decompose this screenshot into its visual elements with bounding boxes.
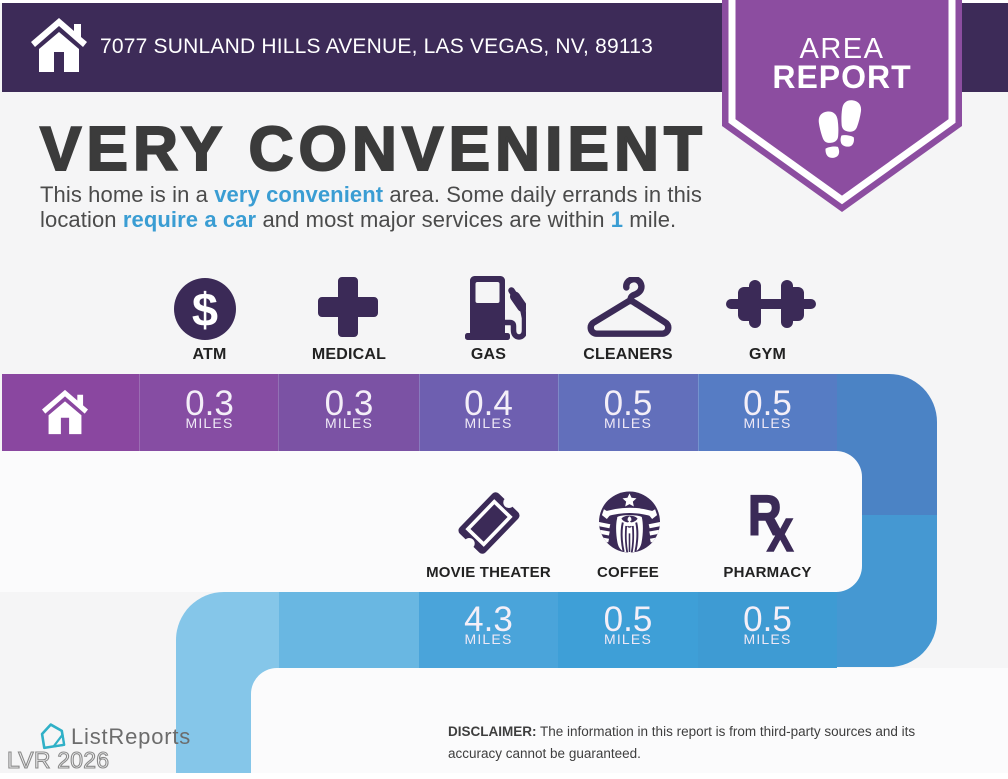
svg-text:AREA: AREA	[800, 33, 885, 65]
svg-text:REPORT: REPORT	[772, 59, 911, 95]
svg-text:$: $	[192, 283, 218, 336]
